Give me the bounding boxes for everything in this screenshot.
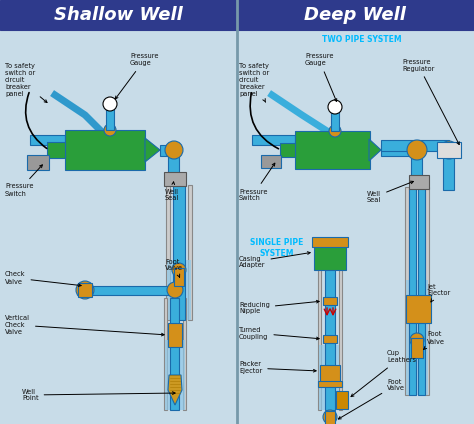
- Bar: [168, 323, 182, 347]
- Text: Pressure
Switch: Pressure Switch: [5, 165, 42, 196]
- Bar: [411, 150, 422, 178]
- Bar: [160, 145, 167, 156]
- Bar: [325, 267, 335, 410]
- Text: Well
Point: Well Point: [22, 388, 175, 402]
- Text: Shallow Well: Shallow Well: [54, 6, 182, 24]
- Text: Deep Well: Deep Well: [304, 6, 406, 24]
- Bar: [280, 143, 295, 157]
- Bar: [183, 298, 186, 410]
- Bar: [419, 187, 426, 395]
- Bar: [188, 185, 192, 320]
- Text: Packer
Ejector: Packer Ejector: [239, 362, 316, 374]
- Bar: [425, 187, 429, 395]
- Text: Pressure
Regulator: Pressure Regulator: [402, 59, 459, 145]
- Text: Well
Seal: Well Seal: [367, 181, 413, 204]
- Bar: [171, 298, 180, 410]
- Polygon shape: [369, 139, 381, 161]
- Bar: [47, 142, 65, 158]
- Bar: [323, 335, 337, 343]
- Bar: [261, 155, 281, 168]
- Bar: [173, 185, 185, 320]
- Text: To safety
switch or
circuit
breaker
panel: To safety switch or circuit breaker pane…: [239, 63, 269, 102]
- Bar: [381, 145, 415, 156]
- Bar: [331, 111, 339, 131]
- Text: Cup
Leathers: Cup Leathers: [351, 351, 416, 396]
- Bar: [312, 237, 348, 247]
- Bar: [166, 185, 170, 320]
- Bar: [314, 245, 346, 270]
- Bar: [164, 172, 186, 186]
- Bar: [165, 340, 185, 410]
- Text: Foot
Valve: Foot Valve: [165, 259, 183, 277]
- Bar: [320, 365, 340, 383]
- Text: Pressure
Gauge: Pressure Gauge: [305, 53, 337, 101]
- Bar: [252, 135, 295, 145]
- Bar: [410, 187, 417, 395]
- Text: Vertical
Check
Valve: Vertical Check Valve: [5, 315, 164, 336]
- Circle shape: [76, 281, 94, 299]
- Bar: [405, 187, 409, 395]
- Circle shape: [103, 97, 117, 111]
- Text: Casing
Adapter: Casing Adapter: [239, 252, 310, 268]
- Bar: [336, 391, 348, 409]
- Bar: [319, 345, 339, 410]
- Bar: [318, 267, 321, 410]
- Bar: [444, 150, 455, 190]
- Bar: [30, 135, 65, 145]
- Circle shape: [407, 140, 427, 160]
- Bar: [78, 283, 92, 297]
- Bar: [318, 381, 342, 387]
- Circle shape: [328, 100, 342, 114]
- Text: Foot
Valve: Foot Valve: [338, 379, 405, 419]
- Bar: [437, 142, 461, 158]
- Circle shape: [104, 124, 116, 136]
- Text: Jet
Ejector: Jet Ejector: [427, 284, 450, 302]
- Polygon shape: [168, 375, 182, 405]
- Bar: [174, 268, 184, 286]
- Text: Foot
Valve: Foot Valve: [424, 332, 445, 349]
- Circle shape: [323, 410, 337, 424]
- Bar: [65, 130, 145, 170]
- Circle shape: [410, 333, 424, 347]
- Text: To safety
switch or
circuit
breaker
panel: To safety switch or circuit breaker pane…: [5, 63, 47, 103]
- Bar: [381, 139, 449, 151]
- Text: Pressure
Switch: Pressure Switch: [239, 163, 275, 201]
- Text: Reducing
Nipple: Reducing Nipple: [239, 300, 319, 315]
- Circle shape: [329, 125, 341, 137]
- Bar: [106, 108, 114, 130]
- Bar: [295, 131, 370, 169]
- Bar: [27, 155, 49, 170]
- Text: SINGLE PIPE
SYSTEM: SINGLE PIPE SYSTEM: [250, 237, 304, 258]
- Bar: [237, 0, 474, 30]
- Text: Turned
Coupling: Turned Coupling: [239, 326, 319, 340]
- Text: TWO PIPE SYSTEM: TWO PIPE SYSTEM: [322, 36, 402, 45]
- Text: Pressure
Gauge: Pressure Gauge: [115, 53, 158, 99]
- Bar: [0, 0, 237, 30]
- Bar: [406, 280, 428, 395]
- Bar: [406, 295, 431, 323]
- Circle shape: [165, 141, 183, 159]
- Bar: [167, 260, 191, 320]
- Bar: [164, 298, 167, 410]
- Text: Well
Seal: Well Seal: [165, 182, 179, 201]
- Bar: [323, 297, 337, 305]
- Circle shape: [440, 141, 458, 159]
- Bar: [168, 150, 180, 175]
- Polygon shape: [145, 138, 160, 162]
- Bar: [339, 267, 342, 410]
- Bar: [80, 285, 175, 295]
- Circle shape: [167, 282, 183, 298]
- Bar: [411, 338, 423, 358]
- Bar: [409, 175, 429, 189]
- Circle shape: [172, 263, 186, 277]
- Bar: [325, 411, 335, 424]
- Text: Check
Valve: Check Valve: [5, 271, 81, 287]
